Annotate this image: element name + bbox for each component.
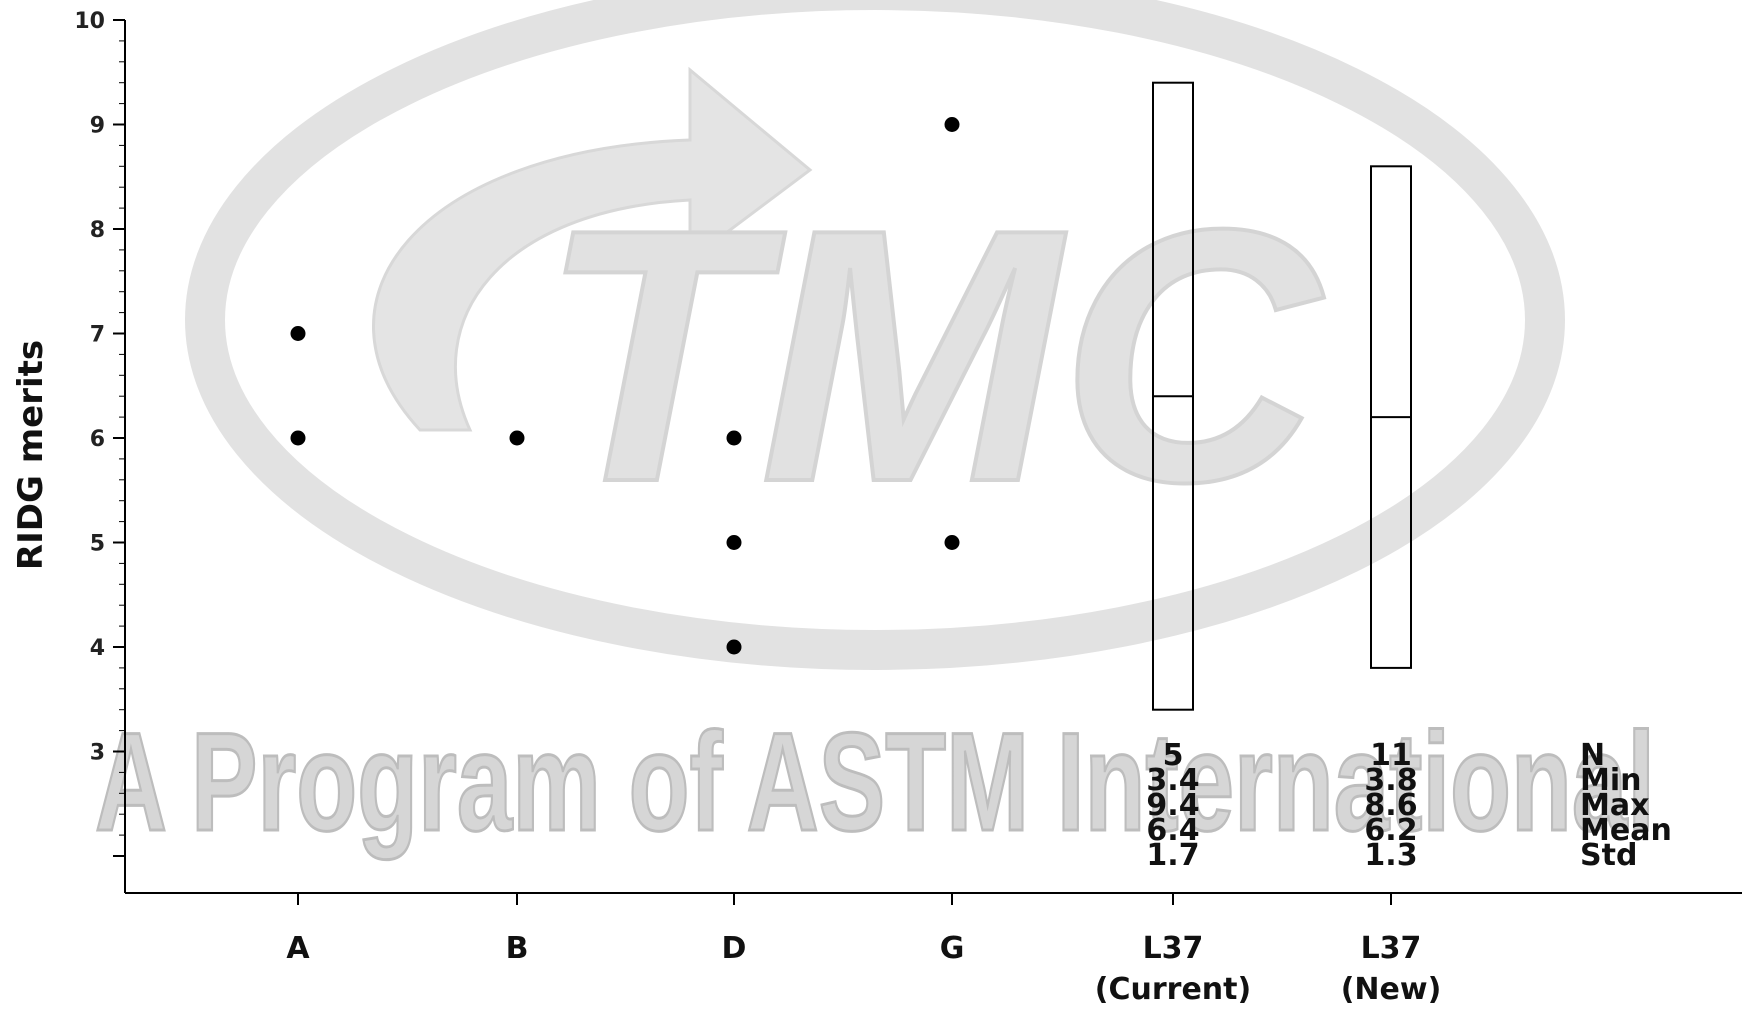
data-point [290,430,306,446]
stat-value: 3.8 [1364,763,1417,798]
stat-row-label: N [1580,738,1605,773]
x-tick-label: L37 [1143,931,1204,966]
stat-value: 8.6 [1364,788,1417,823]
axes: 3 4 5 6 7 8 9 10 A B D G L37 (Current) L37 (New) [74,9,1742,1007]
watermark-outer-ring [185,0,1565,670]
data-point [509,430,525,446]
stat-row-label: Std [1580,838,1637,873]
tmc-watermark: TMC A Program of ASTM International [94,0,1657,862]
y-tick-label: 5 [90,532,105,557]
y-ticks: 3 4 5 6 7 8 9 10 [74,9,125,857]
watermark-logo-text: TMC [540,155,1324,557]
stat-row-label: Mean [1580,813,1672,848]
stat-row-label: Min [1580,763,1642,798]
data-point [944,535,960,550]
x-tick-label: B [506,931,529,966]
stat-value: 1.7 [1146,838,1199,873]
x-ticks: A B D G L37 (Current) L37 (New) [286,893,1441,1007]
box-plots [1152,81,1412,711]
y-tick-label: 8 [90,218,105,243]
x-tick-label: G [940,931,965,966]
stat-row-label: Max [1580,788,1649,823]
stat-value: 3.4 [1146,763,1199,798]
data-point [944,117,960,132]
stat-value: 6.4 [1146,813,1199,848]
y-tick-label: 4 [90,636,105,661]
watermark-caption: A Program of ASTM International [95,703,1655,860]
data-point [726,639,742,655]
x-tick-sublabel: (Current) [1095,972,1251,1007]
data-point [726,430,742,446]
x-tick-label: L37 [1361,931,1422,966]
x-tick-sublabel: (New) [1341,972,1442,1007]
y-axis-label: RIDG merits [11,340,51,570]
x-tick-label: A [286,931,310,966]
stat-value: 11 [1370,738,1412,773]
y-tick-label: 3 [90,741,105,766]
data-point [290,326,306,341]
watermark-arrow-swoosh [372,66,813,432]
stat-value: 9.4 [1146,788,1199,823]
y-tick-label: 6 [90,427,105,452]
y-tick-label: 7 [90,323,105,348]
stat-value: 5 [1163,738,1184,773]
stat-value: 1.3 [1364,838,1417,873]
y-tick-label: 10 [74,9,105,34]
data-points [290,117,960,655]
x-tick-label: D [722,931,747,966]
data-point [726,535,742,550]
y-tick-label: 9 [90,114,105,139]
stat-value: 6.2 [1364,813,1417,848]
